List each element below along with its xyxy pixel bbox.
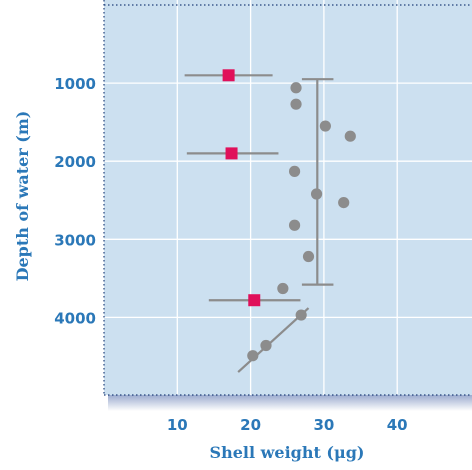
x-axis-title: Shell weight (μg) [210, 443, 365, 462]
x-tick-label: 40 [387, 416, 408, 434]
data-point [290, 82, 302, 94]
y-tick-label: 2000 [54, 153, 96, 171]
x-tick-label: 30 [313, 416, 334, 434]
x-tick-label: 20 [240, 416, 261, 434]
x-tick-labels: 10 20 30 40 [167, 416, 408, 434]
plot-area [104, 0, 472, 395]
y-tick-labels: 1000 2000 3000 4000 [54, 75, 96, 327]
y-tick-label: 4000 [54, 309, 96, 327]
highlight-point [222, 69, 235, 82]
data-point [277, 282, 289, 295]
data-point [344, 130, 356, 142]
trend-line [237, 307, 310, 373]
data-point [302, 250, 315, 263]
data-point [295, 309, 307, 321]
y-tick-label: 3000 [54, 231, 96, 249]
data-point [288, 219, 301, 231]
data-point [288, 165, 301, 177]
data-point [310, 188, 323, 200]
data-point [319, 120, 331, 132]
y-axis-title: Depth of water (m) [13, 111, 32, 282]
data-point [247, 350, 259, 362]
x-tick-label: 10 [167, 416, 188, 434]
marks-layer [184, 69, 356, 362]
plot-shadow [108, 395, 472, 411]
highlight-point [225, 147, 238, 160]
highlight-point [248, 294, 261, 307]
y-tick-label: 1000 [54, 75, 96, 93]
lines-layer [237, 78, 334, 373]
data-point [290, 98, 302, 110]
data-point [338, 196, 350, 209]
grid [104, 0, 472, 395]
data-point [260, 339, 272, 352]
